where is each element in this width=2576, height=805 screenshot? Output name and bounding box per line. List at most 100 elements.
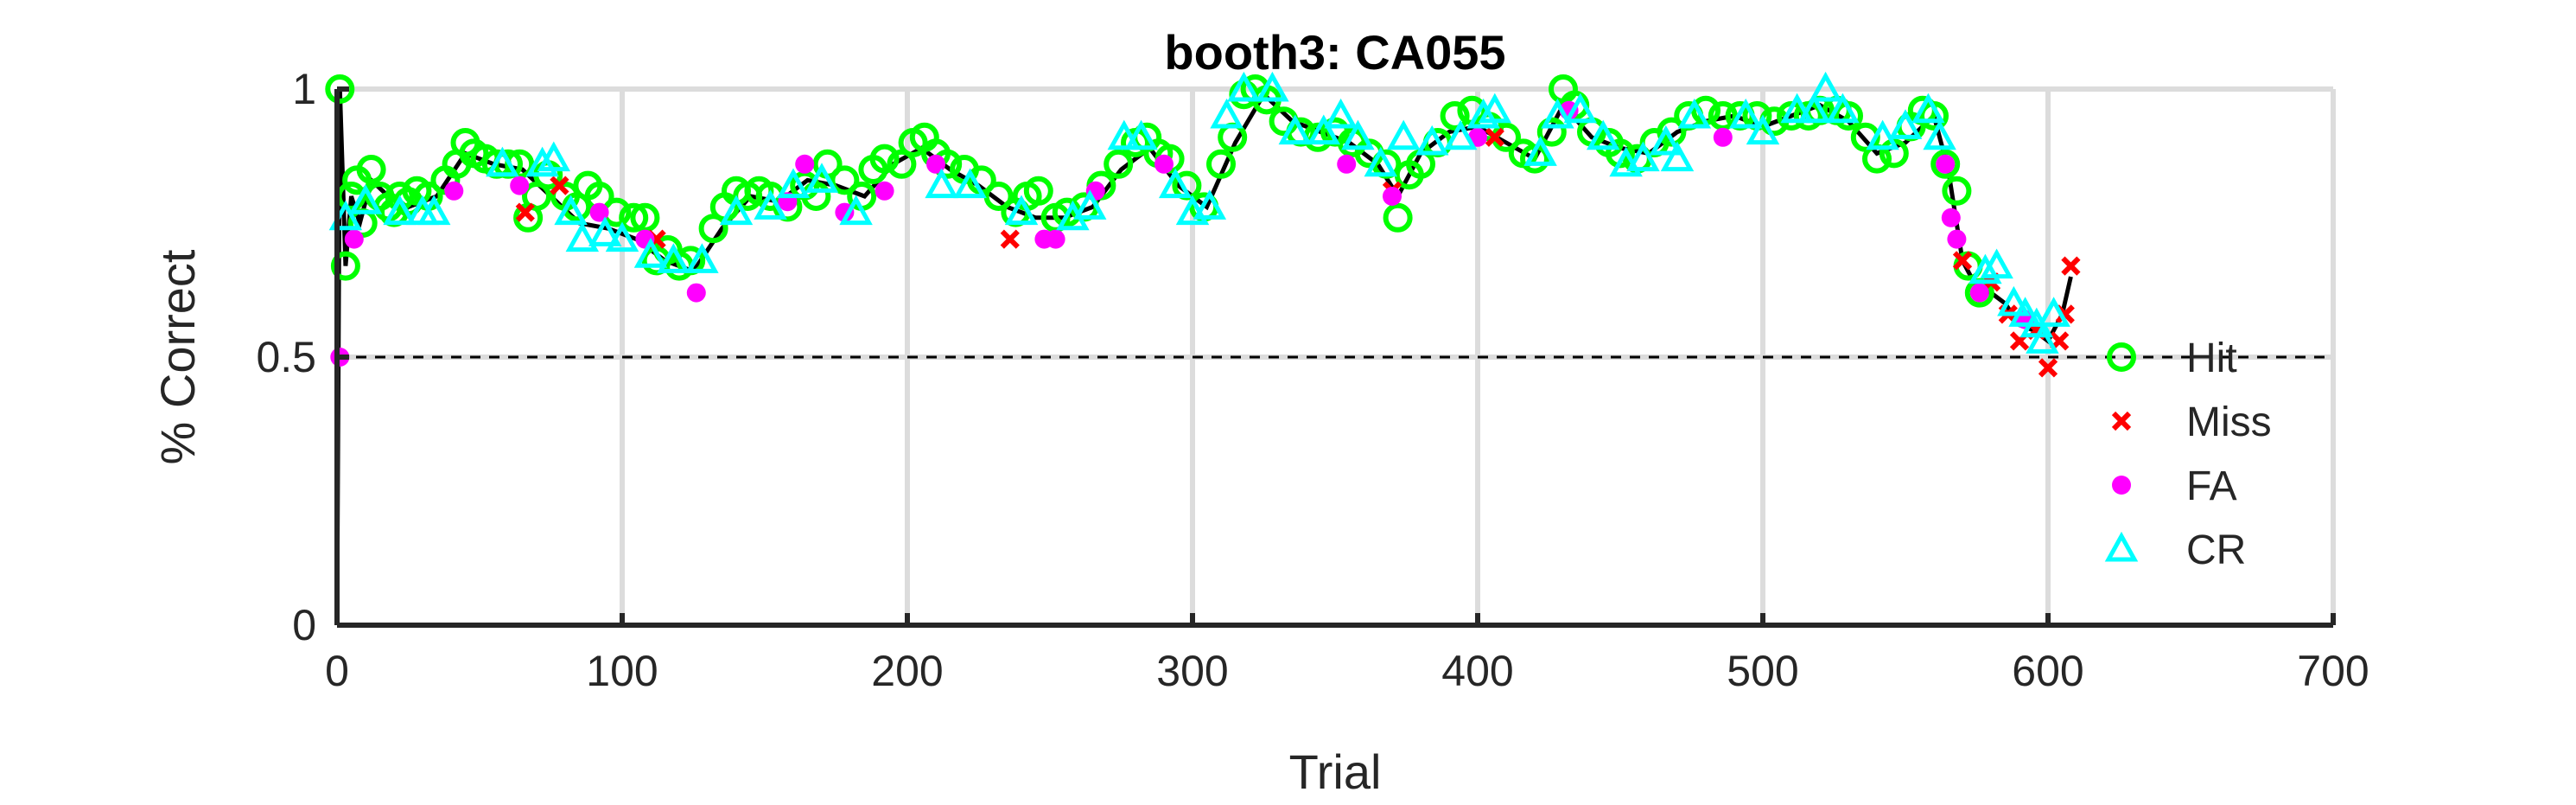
- miss-marker-stroke: [1000, 229, 1020, 249]
- cr-point: [1780, 93, 1814, 124]
- cr-point: [1923, 119, 1956, 150]
- hit-point: [1206, 149, 1236, 179]
- y-axis-label: % Correct: [150, 249, 205, 464]
- cr-point: [1997, 285, 2031, 316]
- cr-point: [1072, 189, 1107, 220]
- x-tick-label: 400: [1441, 647, 1513, 695]
- miss-marker-stroke: [515, 202, 535, 222]
- miss-point: [1000, 229, 1020, 249]
- legend-item-miss: Miss: [2111, 399, 2272, 445]
- cr-point: [565, 221, 600, 252]
- miss-marker-stroke: [1952, 251, 1973, 271]
- cr-point: [1888, 109, 1923, 139]
- miss-point: [550, 176, 569, 195]
- hit-point: [1440, 101, 1470, 131]
- cr-point: [1210, 98, 1243, 129]
- cr-point: [348, 184, 383, 214]
- legend-marker-miss: [2111, 411, 2132, 431]
- hit-point: [330, 251, 360, 281]
- cr-point: [1866, 119, 1899, 150]
- cr-point: [2008, 297, 2042, 327]
- cr-point: [1004, 195, 1039, 226]
- hit-point: [887, 149, 917, 179]
- x-tick-label: 100: [586, 647, 658, 695]
- x-tick-label: 600: [2012, 647, 2083, 695]
- miss-point: [1485, 127, 1504, 147]
- miss-point: [2038, 358, 2058, 378]
- cr-point: [1124, 119, 1158, 150]
- legend-label: FA: [2186, 463, 2237, 509]
- x-tick-label: 300: [1156, 647, 1228, 695]
- fa-point: [444, 181, 464, 201]
- cr-point: [1415, 125, 1449, 156]
- x-tick-label: 700: [2297, 647, 2369, 695]
- cr-point: [525, 146, 559, 177]
- cr-point: [2037, 297, 2070, 327]
- fa-point: [1337, 154, 1357, 174]
- hit-point: [1104, 149, 1134, 179]
- legend-label: Hit: [2186, 335, 2237, 381]
- fa-point: [1941, 208, 1961, 227]
- fa-point: [1154, 154, 1174, 174]
- fa-point: [1969, 283, 1989, 303]
- hit-point: [1023, 176, 1053, 206]
- cr-point: [1341, 119, 1375, 150]
- cr-point: [2026, 323, 2059, 354]
- cr-point: [1541, 98, 1574, 129]
- fa-point: [1713, 127, 1733, 147]
- cr-point: [925, 168, 958, 199]
- fa-point: [926, 154, 945, 174]
- series-miss: [515, 127, 2081, 378]
- cr-point: [805, 163, 839, 193]
- hit-point: [698, 214, 728, 244]
- cr-point: [1969, 253, 2002, 284]
- fa-point: [875, 181, 894, 201]
- y-tick-label: 0.5: [256, 333, 316, 381]
- fa-point: [1947, 229, 1967, 249]
- legend: Hit Miss FA CR: [2104, 335, 2272, 573]
- miss-marker-stroke: [2061, 256, 2081, 276]
- cr-point: [953, 168, 987, 199]
- cr-point: [1466, 98, 1500, 129]
- hit-point: [325, 74, 355, 104]
- hit-point: [869, 144, 900, 174]
- fa-point: [686, 283, 706, 303]
- cr-point: [1626, 141, 1660, 172]
- cr-point: [1809, 71, 1842, 102]
- cr-point: [486, 146, 519, 177]
- miss-point: [515, 202, 535, 222]
- cr-point: [1797, 93, 1831, 124]
- cr-point: [1193, 189, 1227, 220]
- cr-point: [1660, 141, 1695, 172]
- hit-point: [1942, 176, 1972, 206]
- cr-point: [1478, 93, 1512, 124]
- cr-point: [1324, 98, 1358, 129]
- cr-point: [839, 195, 873, 226]
- cr-point: [1746, 114, 1780, 145]
- cr-point: [588, 216, 622, 246]
- cr-point: [1586, 119, 1620, 150]
- cr-point: [1256, 71, 1289, 102]
- cr-point: [1107, 119, 1142, 150]
- miss-marker-stroke: [2111, 411, 2132, 431]
- legend-item-hit: Hit: [2107, 335, 2237, 381]
- fa-point: [1383, 187, 1402, 206]
- fa-point: [589, 202, 609, 222]
- fa-point: [510, 176, 530, 195]
- hit-point: [1930, 149, 1961, 179]
- x-tick-label: 500: [1727, 647, 1798, 695]
- hit-point: [1383, 202, 1413, 233]
- cr-point: [1523, 136, 1557, 166]
- miss-point: [1952, 251, 1973, 271]
- cr-point: [657, 243, 690, 273]
- cr-point: [1677, 98, 1712, 129]
- miss-point: [2061, 256, 2081, 276]
- hit-point: [619, 202, 649, 233]
- cr-point: [1911, 93, 1945, 124]
- fa-point: [1046, 229, 1065, 249]
- legend-marker-fa: [2112, 476, 2131, 495]
- cr-point: [417, 195, 451, 226]
- cr-point: [1364, 146, 1398, 177]
- cr-point: [1307, 114, 1341, 145]
